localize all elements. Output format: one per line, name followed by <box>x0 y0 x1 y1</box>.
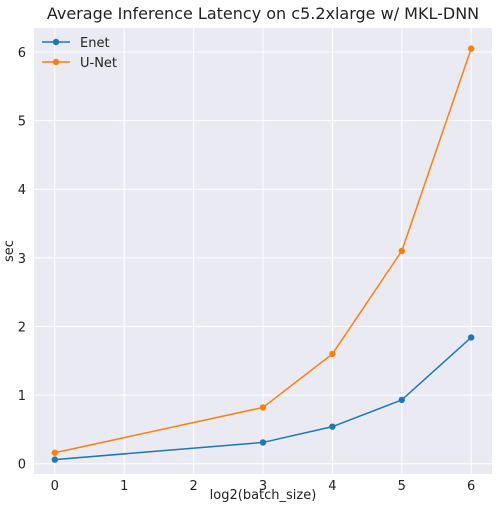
legend-swatch-marker <box>52 58 60 66</box>
y-tick-label: 4 <box>18 183 26 198</box>
data-point <box>51 456 59 463</box>
x-tick-label: 3 <box>259 479 267 494</box>
x-tick-label: 1 <box>120 479 128 494</box>
legend-label: U-Net <box>80 56 117 71</box>
x-tick-label: 2 <box>189 479 197 494</box>
data-point <box>259 404 267 411</box>
chart-title: Average Inference Latency on c5.2xlarge … <box>47 4 479 23</box>
data-point <box>329 423 336 430</box>
y-tick-label: 5 <box>18 115 26 130</box>
y-tick-label: 2 <box>18 320 26 335</box>
data-point <box>467 334 475 341</box>
data-point <box>398 247 405 255</box>
y-tick-label: 0 <box>18 458 26 473</box>
data-point <box>398 396 405 404</box>
legend: Enet U-Net <box>42 36 117 71</box>
x-tick-label: 6 <box>467 479 475 494</box>
y-axis-label: sec <box>2 240 17 262</box>
tick-labels: 0 1 2 3 4 5 6 0 1 2 3 4 5 6 <box>18 46 476 494</box>
x-tick-label: 0 <box>51 479 59 494</box>
data-point <box>51 449 59 456</box>
y-tick-label: 1 <box>18 389 26 404</box>
data-point <box>329 350 336 358</box>
x-tick-label: 5 <box>398 479 406 494</box>
data-point <box>259 439 267 446</box>
x-axis-label: log2(batch_size) <box>210 488 317 503</box>
data-point <box>467 45 475 52</box>
legend-swatch-marker <box>52 38 60 46</box>
y-tick-label: 3 <box>18 252 26 267</box>
series-points <box>51 45 475 463</box>
grid-lines <box>34 28 492 474</box>
y-tick-label: 6 <box>18 46 26 61</box>
legend-label: Enet <box>80 36 110 51</box>
x-tick-label: 4 <box>328 479 336 494</box>
